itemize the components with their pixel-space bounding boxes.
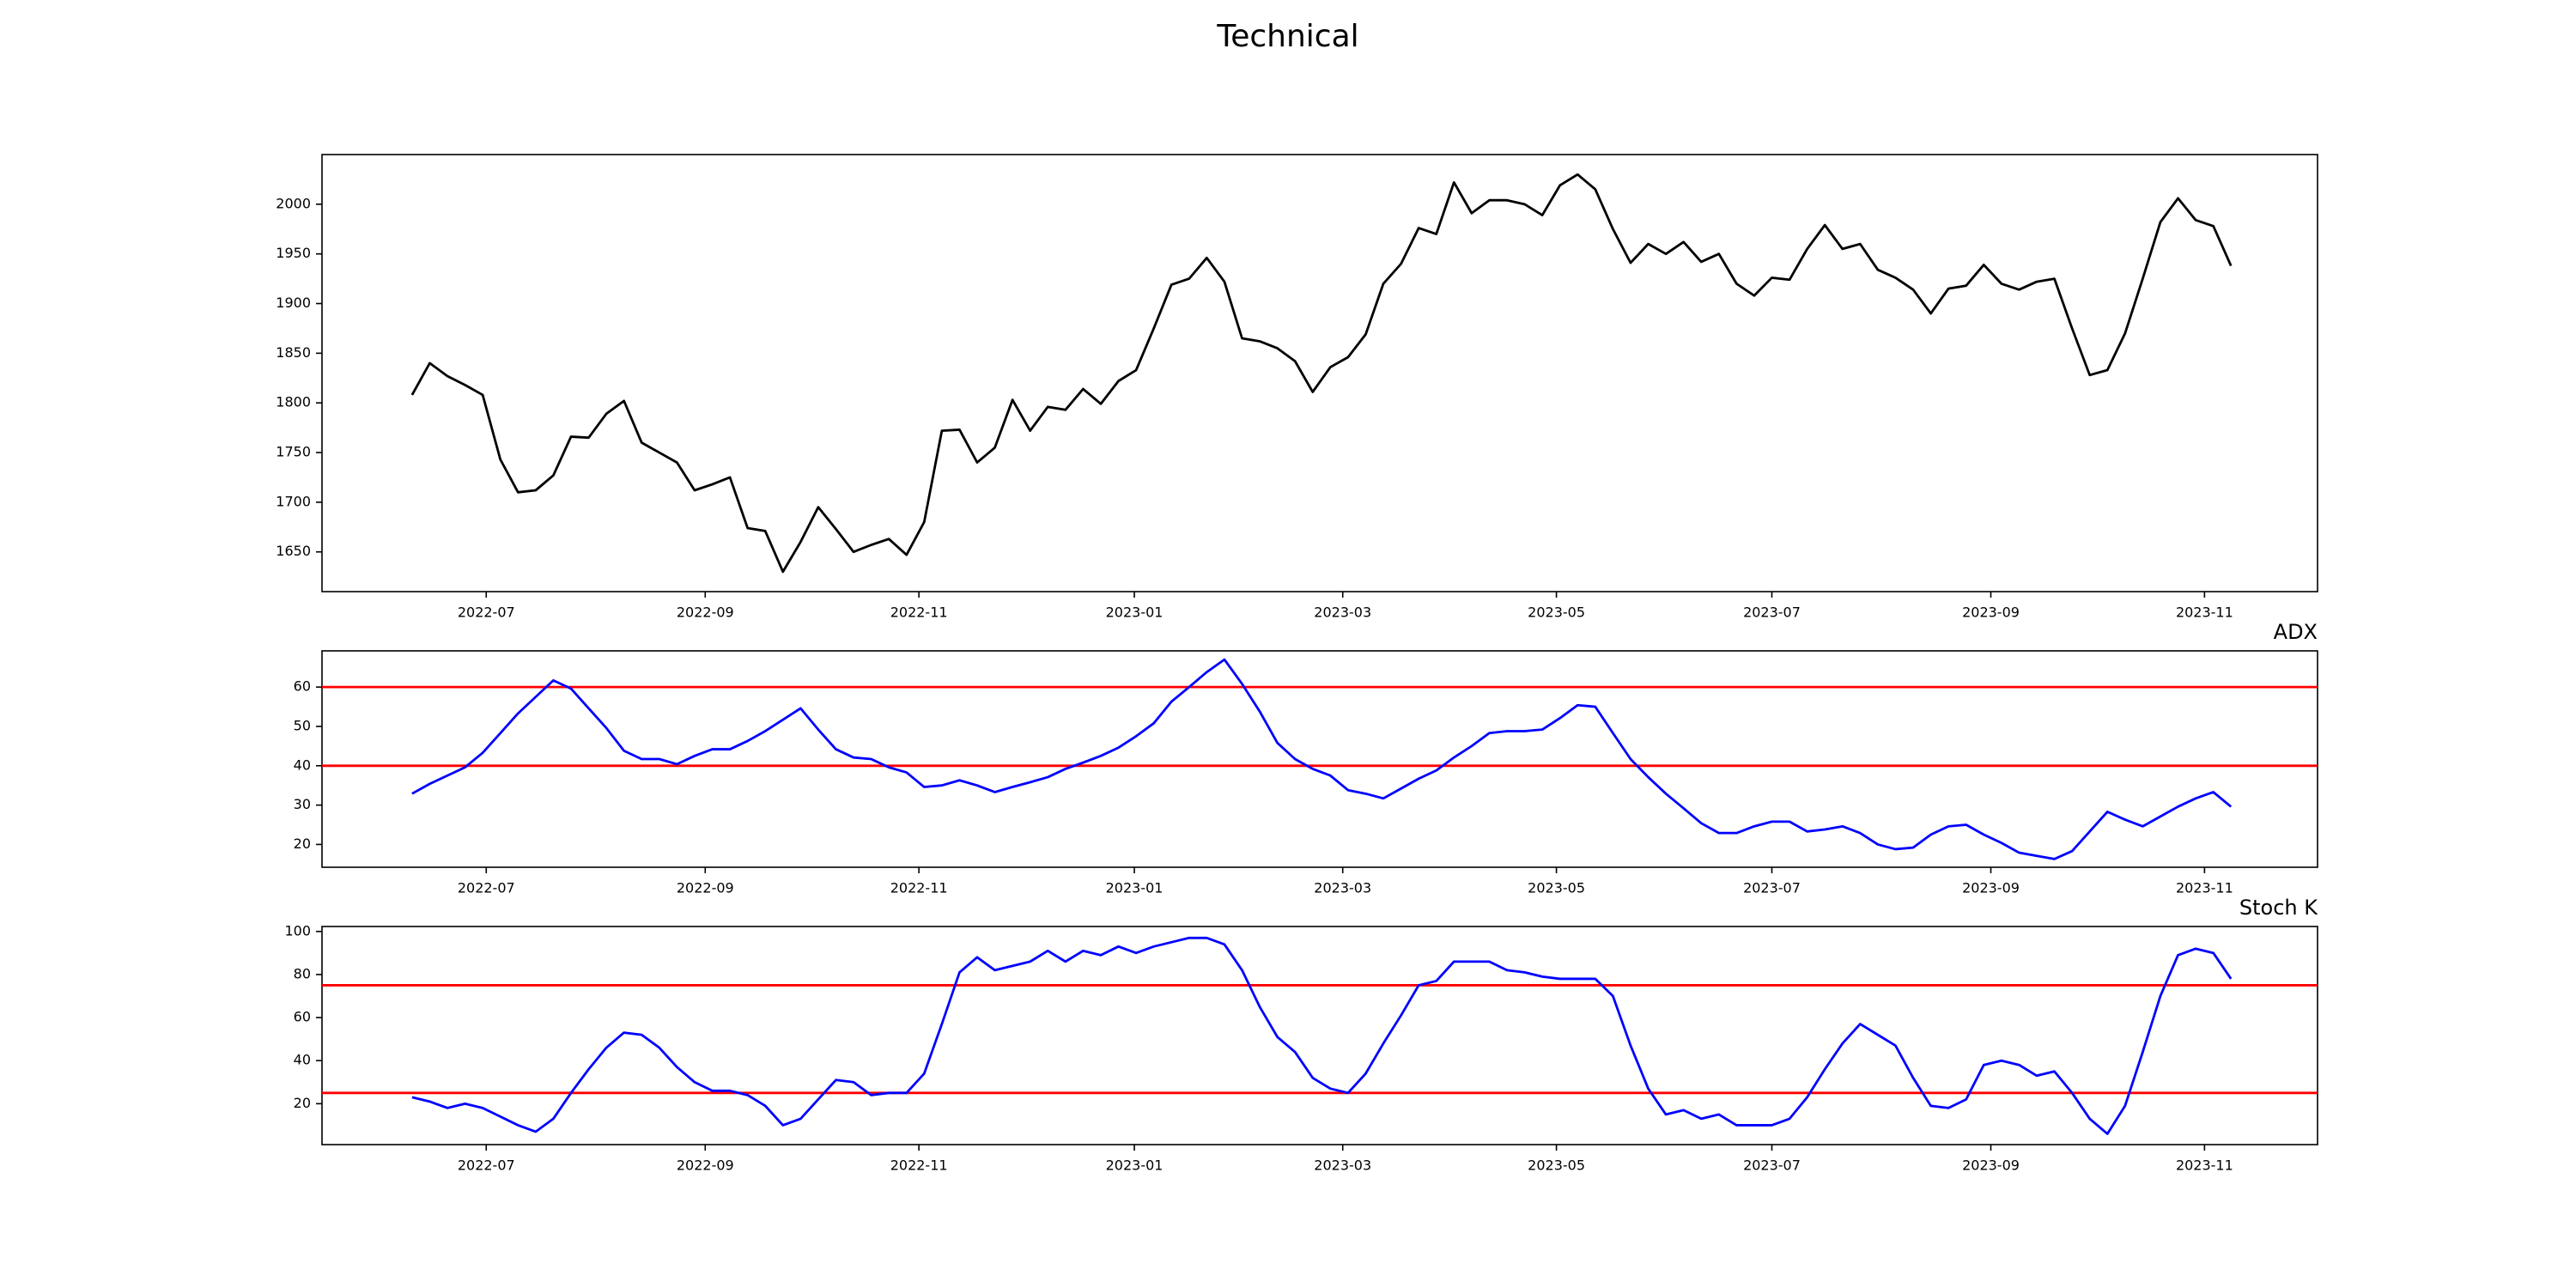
y-tick-label: 100 — [284, 922, 311, 939]
x-tick-label: 2022-09 — [677, 605, 734, 621]
y-tick-label: 40 — [294, 756, 311, 773]
y-tick-label: 30 — [294, 796, 311, 812]
y-tick-label: 20 — [294, 1095, 311, 1111]
panel-title: Stoch K — [2239, 896, 2318, 920]
y-tick-label: 1900 — [276, 295, 311, 311]
x-tick-label: 2023-03 — [1314, 880, 1371, 896]
x-tick-label: 2022-11 — [890, 880, 948, 896]
y-tick-label: 1950 — [276, 245, 311, 261]
x-tick-label: 2022-11 — [890, 605, 948, 621]
x-tick-label: 2023-05 — [1528, 880, 1585, 896]
x-tick-label: 2023-03 — [1314, 1157, 1371, 1174]
data-line — [411, 658, 2233, 860]
x-tick-label: 2022-11 — [890, 1157, 948, 1174]
x-tick-label: 2023-11 — [2176, 605, 2233, 621]
x-tick-label: 2023-09 — [1962, 1157, 2020, 1174]
x-tick-label: 2023-01 — [1106, 1157, 1163, 1174]
x-tick-label: 2023-07 — [1743, 605, 1801, 621]
x-tick-label: 2023-11 — [2176, 880, 2233, 896]
y-tick-label: 60 — [294, 1009, 311, 1025]
y-tick-label: 60 — [294, 678, 311, 695]
y-tick-label: 1700 — [276, 493, 311, 509]
y-tick-label: 50 — [294, 717, 311, 733]
x-tick-label: 2023-11 — [2176, 1157, 2233, 1174]
y-tick-label: 80 — [294, 965, 311, 981]
y-tick-label: 20 — [294, 835, 311, 852]
x-tick-label: 2023-09 — [1962, 605, 2020, 621]
y-tick-label: 40 — [294, 1052, 311, 1068]
y-tick-label: 1650 — [276, 543, 311, 559]
axes-frame — [321, 154, 2318, 592]
x-tick-label: 2022-07 — [458, 1157, 515, 1174]
x-tick-label: 2023-03 — [1314, 605, 1371, 621]
x-tick-label: 2023-07 — [1743, 1157, 1801, 1174]
x-tick-label: 2023-01 — [1106, 605, 1163, 621]
x-tick-label: 2023-05 — [1528, 1157, 1585, 1174]
panel-title: ADX — [2274, 620, 2318, 644]
x-tick-label: 2022-09 — [677, 1157, 734, 1174]
x-tick-label: 2023-09 — [1962, 880, 2020, 896]
figure-title: Technical — [1216, 19, 1358, 54]
x-tick-label: 2023-05 — [1528, 605, 1585, 621]
data-line — [411, 936, 2233, 1135]
x-tick-label: 2022-07 — [458, 880, 515, 896]
data-line — [410, 173, 2233, 574]
x-tick-label: 2022-07 — [458, 605, 515, 621]
x-tick-label: 2023-01 — [1106, 880, 1163, 896]
axes-frame — [321, 926, 2318, 1145]
y-tick-label: 1800 — [276, 394, 311, 410]
y-tick-label: 1750 — [276, 444, 311, 460]
y-tick-label: 2000 — [276, 195, 311, 211]
y-tick-label: 1850 — [276, 344, 311, 361]
x-tick-label: 2023-07 — [1743, 880, 1801, 896]
x-tick-label: 2022-09 — [677, 880, 734, 896]
axes-frame — [321, 650, 2318, 868]
